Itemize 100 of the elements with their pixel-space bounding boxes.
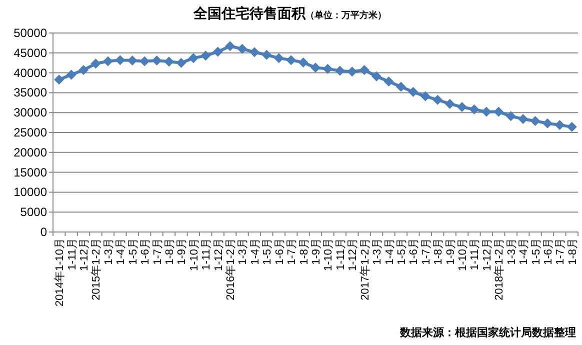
point [102,56,113,66]
point [78,65,89,76]
point [384,76,394,87]
point [262,50,272,60]
x-tick-label: 1-6月 [408,238,420,265]
y-tick-label: 50000 [14,26,48,40]
x-tick-label: 1-8月 [432,238,445,265]
point [115,55,126,66]
x-tick-label: 1-5月 [396,238,408,265]
x-tick-label: 1-6月 [140,238,152,265]
x-tick-label: 1-7月 [554,238,567,265]
x-tick-label: 1-5月 [127,238,140,265]
x-tick-label: 1-6月 [274,238,286,265]
point [212,46,223,57]
point [494,106,504,117]
point [481,106,492,117]
x-tick-label: 1-10月 [188,238,200,272]
point [90,58,101,69]
x-tick-label: 2016年1-2月 [225,238,238,300]
point [554,120,565,130]
y-tick-label: 45000 [14,46,48,60]
x-tick-label: 1-10月 [457,238,470,272]
point [322,64,333,74]
x-tick-label: 1-6月 [542,238,554,265]
x-tick-label: 1-5月 [262,238,274,265]
point [334,66,345,76]
y-tick-label: 0 [40,225,48,239]
y-tick-label: 25000 [14,126,48,140]
x-tick-label: 1-8月 [164,238,176,265]
point [506,111,516,122]
x-tick-label: 1-4月 [115,238,128,265]
x-tick-label: 1-5月 [530,238,542,265]
point [359,65,370,76]
x-tick-label: 2017年1-2月 [359,238,372,300]
x-tick-label: 1-12月 [212,238,225,272]
x-tick-label: 1-3月 [102,238,115,265]
point [298,57,308,68]
x-tick-label: 1-9月 [310,238,322,265]
y-tick-label: 5000 [20,205,48,220]
y-tick-label: 30000 [14,106,48,120]
x-tick-label: 1-11月 [66,238,78,270]
x-tick-label: 1-12月 [78,238,91,272]
x-tick-label: 1-7月 [152,238,164,265]
point [140,56,150,66]
x-tick-label: 1-11月 [334,238,347,270]
x-tick-label: 1-4月 [518,238,530,265]
point [66,70,76,80]
x-tick-label: 1-3月 [237,238,250,265]
point [127,55,138,66]
source-note: 数据来源：根据国家统计局数据整理 [399,326,576,339]
x-tick-label: 1-3月 [372,238,384,265]
point [176,58,186,68]
x-tick-label: 1-8月 [298,238,310,265]
x-tick-label: 1-4月 [249,238,262,265]
point [164,56,174,67]
point [286,55,296,66]
x-tick-label: 1-7月 [286,238,298,265]
y-tick-label: 10000 [14,185,48,200]
x-tick-label: 1-9月 [176,238,188,265]
point [372,71,382,82]
point [530,116,540,126]
point [457,102,468,112]
point [347,66,358,77]
chart-title: 全国住宅待售面积 [192,5,306,21]
point [396,82,406,92]
x-tick-label: 1-11月 [200,238,213,270]
point [444,98,455,109]
point [518,114,528,124]
point [542,118,552,128]
y-tick-label: 40000 [14,66,48,80]
x-tick-label: 1-12月 [347,238,360,272]
point [408,86,418,97]
point [469,104,480,114]
x-tick-label: 2018年1-2月 [494,238,506,300]
x-tick-label: 1-9月 [444,238,457,265]
chart-subtitle: （单位：万平方米） [306,10,386,20]
y-tick-label: 35000 [14,86,48,100]
point [200,50,211,61]
x-tick-label: 2014年1-10月 [54,238,66,306]
x-tick-label: 1-8月 [566,238,579,265]
x-tick-label: 1-3月 [506,238,518,265]
point [274,53,284,64]
y-tick-label: 15000 [14,165,48,180]
point [310,62,320,73]
x-tick-label: 1-7月 [420,238,432,265]
x-tick-label: 1-4月 [384,238,396,265]
x-tick-label: 1-10月 [322,238,335,272]
point [566,122,577,132]
y-tick-label: 20000 [14,145,48,160]
x-tick-label: 1-11月 [469,238,482,270]
point [225,41,236,52]
point [420,91,430,102]
point [249,47,260,58]
point [432,94,443,105]
x-tick-label: 2015年1-2月 [90,238,103,300]
point [237,44,248,54]
point [188,53,198,64]
point [54,74,64,85]
point [152,55,162,66]
x-tick-label: 1-12月 [481,238,494,272]
